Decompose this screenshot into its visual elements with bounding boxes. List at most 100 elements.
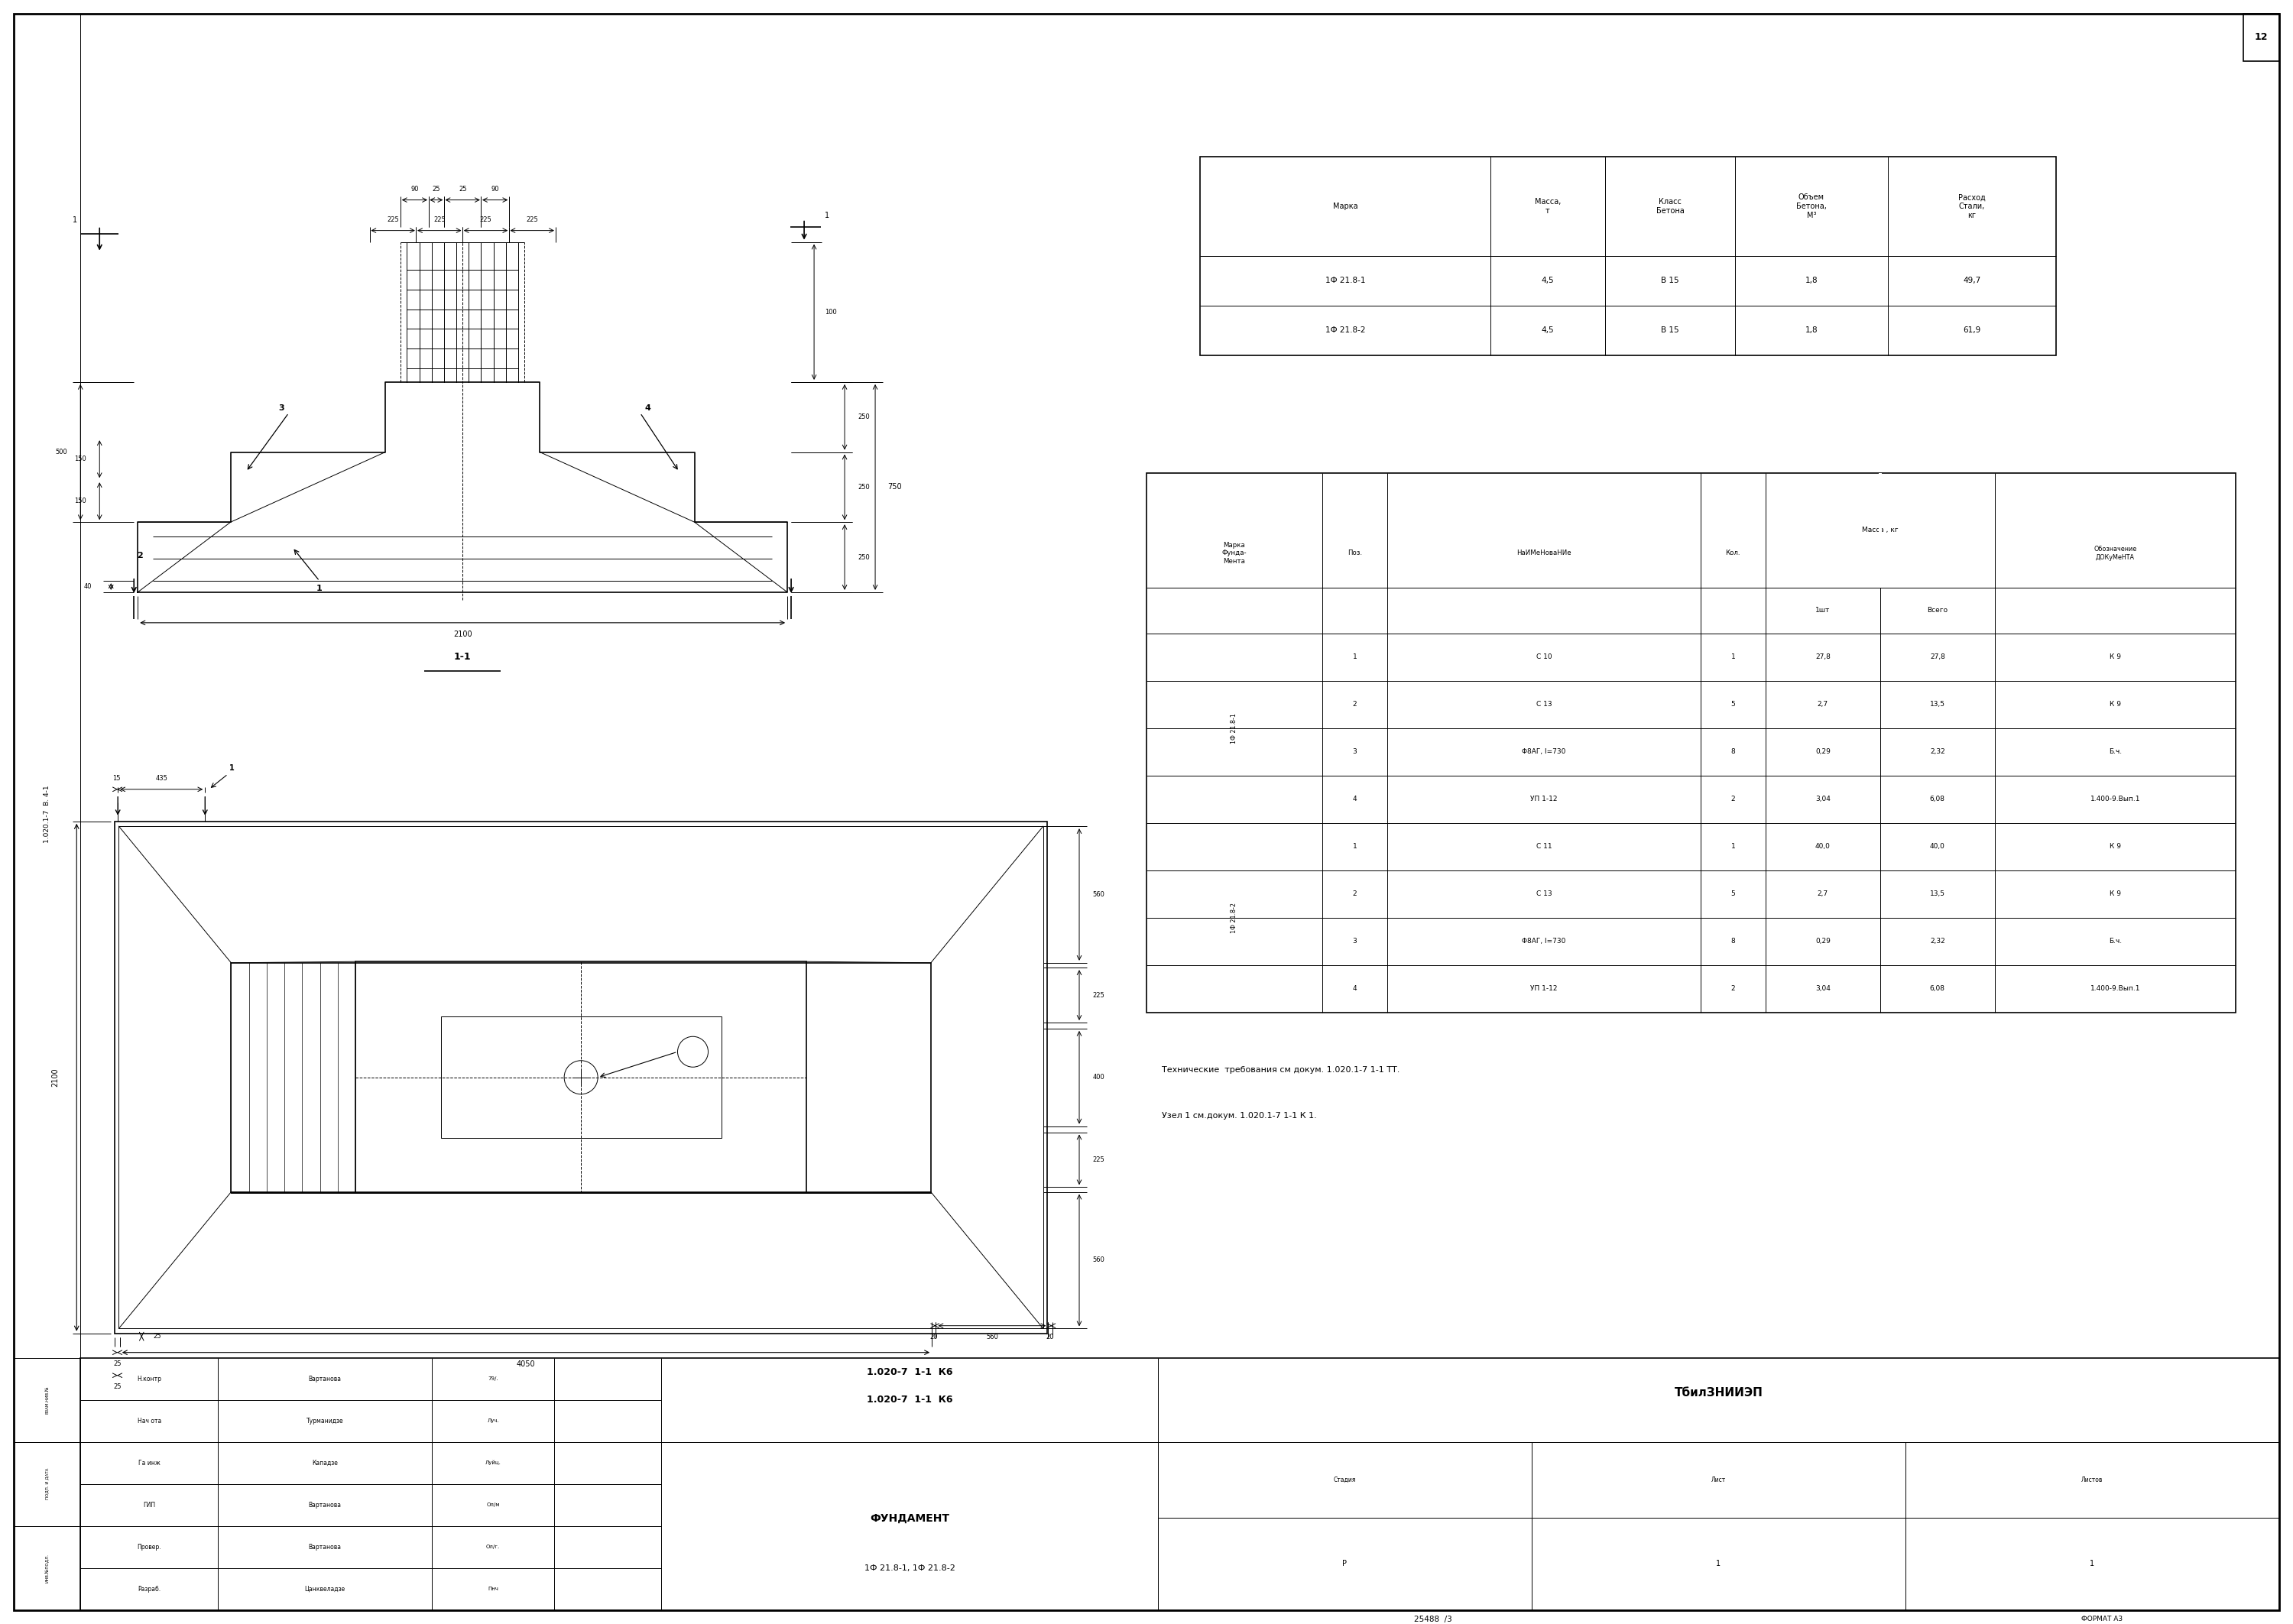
Text: 5: 5 [1731,702,1736,708]
Text: Турманидзе: Турманидзе [307,1418,344,1424]
Text: 90: 90 [491,185,500,193]
Text: 2: 2 [1353,702,1357,708]
Text: 61,9: 61,9 [1963,326,1981,335]
Text: 2: 2 [1731,986,1736,992]
Text: 225: 225 [525,216,539,222]
Text: 25: 25 [112,1384,122,1390]
Bar [14,1527,80,1609]
Text: 5: 5 [1731,890,1736,898]
Text: ГИП: ГИП [142,1502,156,1509]
Bar [355,961,807,1194]
Text: НаИМеНоваНИе: НаИМеНоваНИе [1516,551,1571,557]
Text: 250: 250 [858,554,869,560]
Text: Расход
Стали,
кг: Расход Стали, кг [1958,193,1986,219]
Text: Технические  требования см докум. 1.020.1-7 1-1 ТТ.: Технические требования см докум. 1.020.1… [1163,1065,1399,1073]
Text: Б.ч.: Б.ч. [2110,749,2121,755]
Text: 250: 250 [858,484,869,490]
Text: К 9: К 9 [2110,702,2121,708]
Text: Вартанова: Вартанова [310,1376,342,1382]
Text: ИНВ.№ПОДЛ.: ИНВ.№ПОДЛ. [46,1554,50,1582]
Text: 6,08: 6,08 [1931,796,1944,802]
Text: К 9: К 9 [2110,654,2121,661]
Text: 1Ф 21.8-1: 1Ф 21.8-1 [1325,278,1364,284]
Text: 20: 20 [1046,1333,1055,1340]
Text: Φ8АГ, l=730: Φ8АГ, l=730 [1523,749,1566,755]
Text: 1: 1 [1353,843,1357,849]
Text: 27,8: 27,8 [1931,654,1944,661]
Text: 3,04: 3,04 [1816,796,1830,802]
Text: 40,0: 40,0 [1931,843,1944,849]
Text: 3: 3 [1353,939,1357,945]
Text: Масса , кг: Масса , кг [1862,526,1899,534]
Text: К 9: К 9 [2110,843,2121,849]
Text: Цанквеладзе: Цанквеладзе [305,1585,346,1593]
Text: 1: 1 [825,211,830,219]
Text: 2100: 2100 [454,630,472,638]
Text: 25: 25 [154,1333,161,1340]
Text: 1: 1 [316,585,323,593]
Text: 1: 1 [1731,843,1736,849]
Text: Разраб.: Разраб. [138,1585,161,1593]
Text: Марка: Марка [1332,203,1357,209]
Text: 3: 3 [1353,749,1357,755]
Text: 4,5: 4,5 [1541,278,1555,284]
Text: 1шт: 1шт [1816,607,1830,614]
Text: 150: 150 [73,497,87,505]
Text: 1Ф 21.8-1, 1Ф 21.8-2: 1Ф 21.8-1, 1Ф 21.8-2 [864,1564,954,1572]
Text: ФУНДАМЕНТ: ФУНДАМЕНТ [869,1514,949,1523]
Text: В 15: В 15 [1660,278,1678,284]
Text: Кол.: Кол. [1727,551,1740,557]
Text: 1: 1 [2089,1561,2094,1567]
Text: В 15: В 15 [1660,326,1678,335]
Text: Листов: Листов [2082,1476,2103,1483]
Text: 0,29: 0,29 [1816,939,1830,945]
Text: 4,5: 4,5 [1541,326,1555,335]
Text: Класс
Бетона: Класс Бетона [1656,198,1683,214]
Text: 225: 225 [388,216,399,222]
Text: ПОДП. И ДАТА: ПОДП. И ДАТА [46,1468,48,1499]
Text: Вартанова: Вартанова [310,1502,342,1509]
Text: 0,29: 0,29 [1816,749,1830,755]
Text: 225: 225 [479,216,491,222]
Text: 400: 400 [1091,1073,1105,1082]
Text: 225: 225 [1091,992,1105,999]
Text: 25: 25 [433,185,440,193]
Text: 1,8: 1,8 [1805,278,1818,284]
Text: 1Ф 21.8-1: 1Ф 21.8-1 [1231,713,1238,744]
Text: Объем
Бетона,
М³: Объем Бетона, М³ [1795,193,1828,219]
Text: 2,7: 2,7 [1818,702,1828,708]
Bar [115,822,1048,1333]
Text: Б.ч.: Б.ч. [2110,939,2121,945]
Bar [14,1442,80,1527]
Bar [2243,13,2279,62]
Text: 100: 100 [825,309,837,315]
Text: 25: 25 [459,185,465,193]
Text: 3: 3 [277,404,284,412]
Bar [14,1358,80,1442]
Text: 2,7: 2,7 [1818,890,1828,898]
Text: 2100: 2100 [50,1069,60,1086]
Text: Ол/г.: Ол/г. [486,1544,500,1549]
Text: 8: 8 [1731,939,1736,945]
Text: 1: 1 [1731,654,1736,661]
Text: 27,8: 27,8 [1816,654,1830,661]
Bar [232,963,931,1192]
Text: 20: 20 [931,1333,938,1340]
Text: С 13: С 13 [1536,890,1552,898]
Bar [1199,156,2057,356]
Text: Кападзе: Кападзе [312,1460,337,1466]
Text: 150: 150 [73,456,87,463]
Text: С 10: С 10 [1536,654,1552,661]
Text: 4: 4 [644,404,651,412]
Text: Обозначение
ДОКуМеНТА: Обозначение ДОКуМеНТА [2094,546,2137,560]
Bar [440,1017,722,1138]
Text: 1: 1 [1353,654,1357,661]
Text: Вартанова: Вартанова [310,1543,342,1551]
Text: 1.400-9.Вып.1: 1.400-9.Вып.1 [2091,986,2139,992]
Text: 1: 1 [690,1047,695,1056]
Text: 90: 90 [410,185,420,193]
Text: 13,5: 13,5 [1931,702,1944,708]
Text: Ол/м: Ол/м [486,1502,500,1507]
Text: 2,32: 2,32 [1931,749,1944,755]
Text: 49,7: 49,7 [1963,278,1981,284]
